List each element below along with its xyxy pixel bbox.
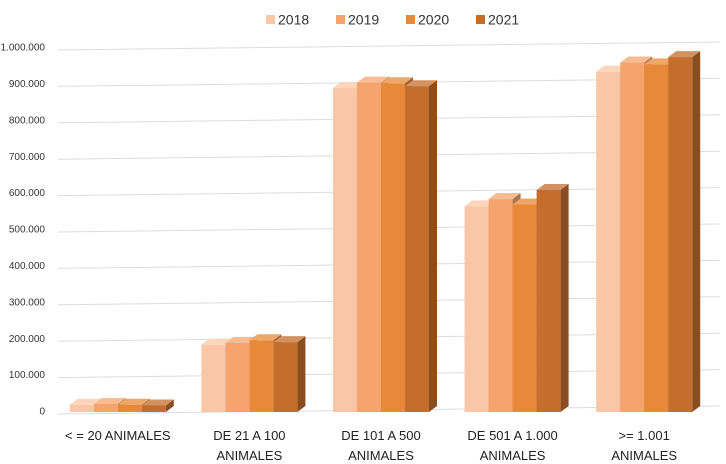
bar-top xyxy=(117,398,150,405)
bar-top xyxy=(141,399,174,406)
y-tick-label: 200.000 xyxy=(9,334,46,345)
y-tick-label: 100.000 xyxy=(9,370,46,381)
legend-label: 2018 xyxy=(278,12,309,28)
bar-top xyxy=(488,193,521,200)
bar-side xyxy=(165,399,174,412)
y-tick-label: 700.000 xyxy=(9,152,46,163)
bar xyxy=(93,403,118,412)
bar-top xyxy=(357,76,389,83)
bar xyxy=(141,405,166,412)
legend-swatch xyxy=(476,15,485,24)
y-tick-label: 400.000 xyxy=(9,261,46,272)
bar-side xyxy=(297,336,306,412)
y-tick-label: 0 xyxy=(39,407,45,418)
bar xyxy=(381,83,405,413)
y-tick-label: 800.000 xyxy=(9,115,46,126)
bar-top xyxy=(405,80,437,87)
bar-top xyxy=(93,397,126,404)
y-tick-label: 500.000 xyxy=(9,225,46,236)
bar xyxy=(596,71,621,412)
bar xyxy=(201,344,226,412)
bar-side xyxy=(692,51,701,412)
legend-swatch xyxy=(406,15,415,24)
bar-top xyxy=(668,51,701,58)
x-tick-label: >= 1.001 ANIMALES xyxy=(611,428,678,463)
bar xyxy=(668,57,693,412)
bar-top xyxy=(273,336,306,343)
bar-top xyxy=(381,77,413,84)
bar xyxy=(405,86,429,412)
bar xyxy=(117,404,142,412)
y-tick-label: 600.000 xyxy=(9,188,46,199)
bar xyxy=(512,204,537,412)
bar-top xyxy=(620,56,653,63)
bar xyxy=(488,199,513,412)
bar xyxy=(644,64,669,412)
bar xyxy=(249,340,274,412)
y-tick-label: 300.000 xyxy=(9,297,46,308)
bar xyxy=(464,206,489,412)
x-tick-label: DE 101 A 500 ANIMALES xyxy=(341,428,421,463)
bar-side xyxy=(560,183,569,412)
legend-swatch xyxy=(266,15,275,24)
bar xyxy=(620,62,645,413)
bar xyxy=(357,82,381,412)
grid-line xyxy=(57,41,721,51)
bar-top xyxy=(536,183,569,190)
bar-top xyxy=(249,334,282,341)
legend-swatch xyxy=(336,15,345,24)
bar-top xyxy=(69,398,102,405)
y-tick-label: 1.000.000 xyxy=(1,43,46,54)
bar xyxy=(273,342,298,412)
x-tick-label: DE 21 A 100 ANIMALES xyxy=(213,428,286,463)
bar xyxy=(536,189,561,412)
bar xyxy=(69,404,94,412)
legend-label: 2019 xyxy=(348,12,379,28)
bar-side xyxy=(429,80,437,412)
bar xyxy=(333,88,357,412)
bar xyxy=(225,342,250,412)
x-tick-label: DE 501 A 1.000 ANIMALES xyxy=(467,428,558,463)
legend-label: 2021 xyxy=(488,12,519,28)
legend-label: 2020 xyxy=(418,12,449,28)
x-tick-label: < = 20 ANIMALES xyxy=(65,428,171,443)
y-tick-label: 900.000 xyxy=(9,79,46,90)
